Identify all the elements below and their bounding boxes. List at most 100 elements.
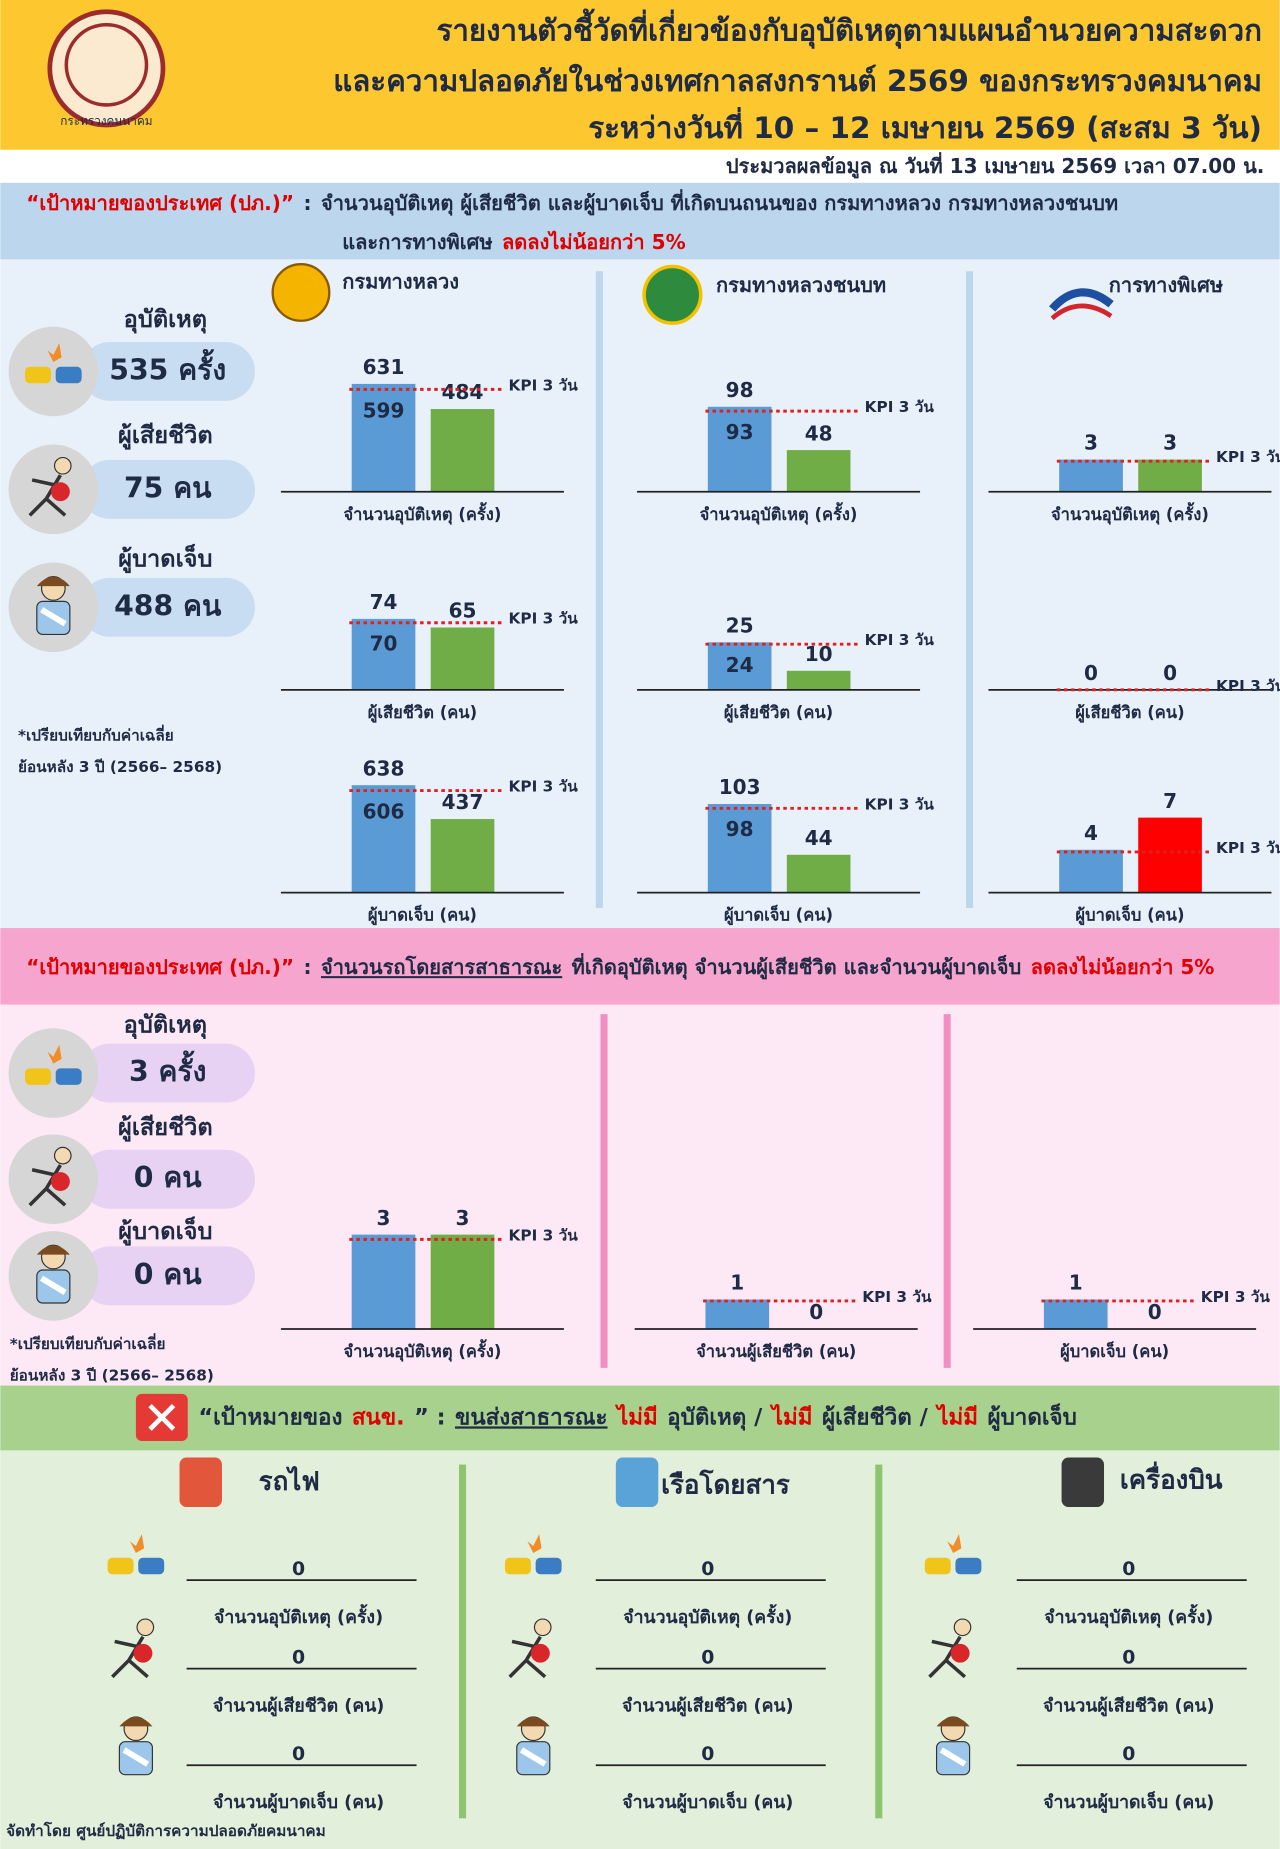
separator bbox=[875, 1464, 883, 1819]
bar-actual bbox=[786, 670, 851, 690]
kpi-label: KPI 3 วัน bbox=[865, 795, 935, 813]
row-label: จำนวนผู้เสียชีวิต (คน) bbox=[1043, 1695, 1215, 1717]
summary-label: ผู้เสียชีวิต bbox=[118, 421, 213, 450]
icon bbox=[928, 1635, 967, 1679]
goal-segment: ไม่มี bbox=[769, 1403, 813, 1430]
row-value: 0 bbox=[292, 1743, 305, 1765]
bar-baseline bbox=[705, 1299, 770, 1329]
ministry-logo bbox=[47, 9, 166, 128]
bar-actual bbox=[430, 409, 495, 492]
separator bbox=[943, 1014, 951, 1368]
note: ย้อนหลัง 3 ปี (2566– 2568) bbox=[18, 758, 222, 776]
updated: ประมวลผลข้อมูล ณ วันที่ 13 เมษายน 2569 เ… bbox=[726, 151, 1265, 180]
row-value: 0 bbox=[292, 1558, 305, 1580]
bar-actual bbox=[786, 450, 851, 492]
goal-segment: : bbox=[304, 191, 312, 215]
value-label: 3 bbox=[1163, 431, 1177, 455]
icon bbox=[955, 1557, 982, 1575]
goal-segment: ผู้บาดเจ็บ bbox=[987, 1402, 1076, 1431]
mode-icon bbox=[615, 1457, 659, 1508]
summary-value: 75 คน bbox=[124, 471, 212, 504]
summary-pill bbox=[80, 341, 255, 401]
bar-baseline bbox=[1043, 1299, 1108, 1329]
bar-actual bbox=[786, 854, 851, 893]
icon bbox=[28, 1164, 67, 1207]
chart-label: ผู้บาดเจ็บ (คน) bbox=[1075, 904, 1184, 927]
icon bbox=[55, 366, 82, 384]
kpi-label: KPI 3 วัน bbox=[509, 610, 579, 628]
kpi-value: 606 bbox=[363, 799, 405, 823]
goal-band bbox=[0, 182, 1280, 260]
value-label: 74 bbox=[370, 590, 398, 614]
mode-name: รถไฟ bbox=[259, 1465, 320, 1497]
bar-baseline bbox=[1059, 459, 1123, 492]
row-value: 0 bbox=[701, 1558, 714, 1580]
title: ระหว่างวันที่ 10 – 12 เมษายน 2569 (สะสม … bbox=[588, 107, 1262, 145]
chart-label: จำนวนอุบัติเหตุ (ครั้ง) bbox=[1051, 502, 1209, 525]
row-value: 0 bbox=[1122, 1743, 1135, 1765]
value-label: 98 bbox=[726, 378, 754, 402]
value-label: 25 bbox=[726, 613, 754, 637]
icon bbox=[924, 1557, 951, 1575]
goal-segment: ขนส่งสาธารณะ bbox=[455, 1404, 608, 1430]
summary-pill bbox=[80, 459, 255, 519]
summary-value: 0 คน bbox=[134, 1161, 202, 1194]
mode-name: เรือโดยสาร bbox=[661, 1468, 790, 1500]
summary-pill bbox=[80, 1246, 255, 1306]
summary-label: ผู้บาดเจ็บ bbox=[118, 544, 212, 574]
summary-label: ผู้เสียชีวิต bbox=[118, 1113, 213, 1142]
value-label: 638 bbox=[363, 756, 405, 780]
chart-label: จำนวนอุบัติเหตุ (ครั้ง) bbox=[343, 1339, 501, 1362]
row-label: จำนวนอุบัติเหตุ (ครั้ง) bbox=[1044, 1604, 1213, 1628]
kpi-label: KPI 3 วัน bbox=[1201, 1288, 1271, 1306]
value-label: 0 bbox=[1084, 661, 1098, 685]
goal-segment: ไม่มี bbox=[614, 1403, 658, 1430]
kpi-value: 70 bbox=[370, 632, 398, 656]
goal-segment: ไม่มี bbox=[934, 1403, 978, 1430]
summary-label: อุบัติเหตุ bbox=[124, 305, 207, 334]
row-label: จำนวนอุบัติเหตุ (ครั้ง) bbox=[214, 1604, 383, 1628]
kpi-value: 98 bbox=[726, 817, 754, 841]
summary-value: 3 ครั้ง bbox=[129, 1050, 206, 1088]
kpi-label: KPI 3 วัน bbox=[509, 376, 579, 394]
kpi-label: KPI 3 วัน bbox=[509, 1226, 579, 1244]
header-band bbox=[0, 0, 1280, 150]
mode-name: เครื่องบิน bbox=[1120, 1462, 1223, 1496]
kpi-label: KPI 3 วัน bbox=[865, 398, 935, 416]
summary-pill bbox=[80, 577, 255, 637]
summary-pill bbox=[80, 1043, 255, 1103]
goal-band bbox=[0, 928, 1280, 1005]
kpi-label: KPI 3 วัน bbox=[862, 1288, 932, 1306]
bar-baseline bbox=[351, 618, 416, 690]
separator bbox=[458, 1464, 467, 1819]
agency-name: กรมทางหลวงชนบท bbox=[716, 273, 886, 297]
row-label: จำนวนผู้บาดเจ็บ (คน) bbox=[622, 1790, 793, 1814]
bar-baseline bbox=[1059, 849, 1123, 893]
value-label: 103 bbox=[719, 775, 761, 799]
value-label: 437 bbox=[442, 790, 484, 814]
row-label: จำนวนผู้เสียชีวิต (คน) bbox=[213, 1695, 384, 1717]
goal-band bbox=[0, 1385, 1280, 1451]
chart-label: ผู้บาดเจ็บ (คน) bbox=[368, 904, 477, 927]
icon bbox=[530, 1643, 550, 1663]
value-label: 631 bbox=[363, 355, 405, 379]
goal-segment: “เป้าหมายของประเทศ (ปภ.)” bbox=[26, 955, 294, 979]
summary-label: อุบัติเหตุ bbox=[124, 1010, 207, 1039]
icon bbox=[519, 1747, 547, 1767]
bar-baseline bbox=[351, 1234, 416, 1329]
summary-value: 0 คน bbox=[134, 1258, 202, 1291]
note: *เปรียบเทียบกับค่าเฉลี่ย bbox=[18, 723, 174, 744]
separator bbox=[595, 271, 603, 908]
icon bbox=[36, 1245, 70, 1255]
row-label: จำนวนผู้บาดเจ็บ (คน) bbox=[213, 1790, 384, 1814]
bar-baseline bbox=[351, 383, 416, 492]
icon-bg bbox=[8, 1028, 99, 1118]
icon bbox=[953, 1618, 972, 1637]
goal-segment: ลดลงไม่น้อยกว่า 5% bbox=[1031, 955, 1215, 979]
agency-logo bbox=[1049, 288, 1114, 312]
icon bbox=[133, 1643, 153, 1663]
chart-label: จำนวนอุบัติเหตุ (ครั้ง) bbox=[700, 502, 858, 525]
chart-label: ผู้เสียชีวิต (คน) bbox=[368, 703, 477, 724]
agency-logo bbox=[271, 262, 331, 322]
separator bbox=[600, 1014, 608, 1368]
